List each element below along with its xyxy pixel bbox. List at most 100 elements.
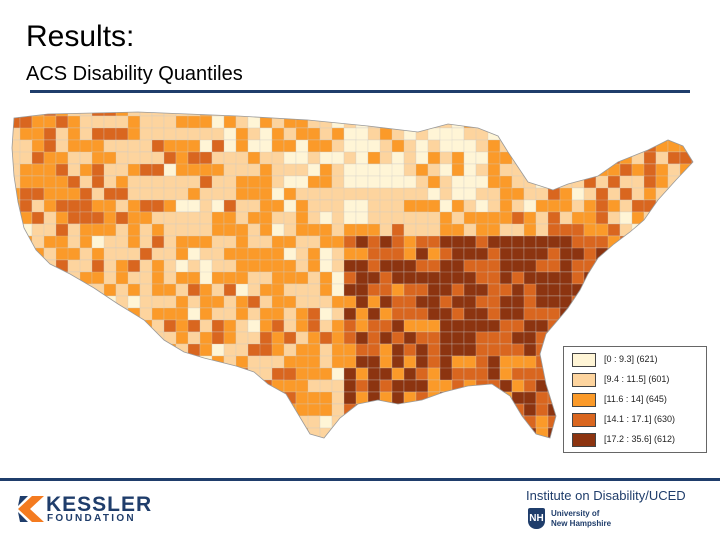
county-cell <box>19 199 33 213</box>
county-cell <box>175 271 189 285</box>
county-cell <box>619 199 633 213</box>
county-cell <box>583 331 597 345</box>
county-cell <box>79 151 93 165</box>
county-cell <box>403 271 417 285</box>
county-cell <box>583 115 597 129</box>
county-cell <box>271 415 285 438</box>
county-cell <box>319 163 333 177</box>
county-cell <box>487 112 501 129</box>
county-cell <box>560 452 572 466</box>
county-cell <box>631 175 645 189</box>
county-cell <box>571 112 585 117</box>
county-cell <box>475 112 489 117</box>
county-cell <box>115 115 129 129</box>
county-cell <box>44 464 56 466</box>
county-cell <box>103 319 117 333</box>
county-cell <box>415 139 429 153</box>
county-cell <box>43 319 69 345</box>
county-cell <box>12 343 21 357</box>
county-cell <box>559 283 573 297</box>
county-cell <box>355 187 369 201</box>
county-cell <box>79 319 105 333</box>
county-cell <box>451 367 465 381</box>
county-cell <box>235 127 249 141</box>
county-cell <box>8 464 20 466</box>
county-cell <box>331 379 345 393</box>
county-cell <box>12 307 21 333</box>
county-cell <box>139 391 153 405</box>
county-cell <box>319 235 333 249</box>
county-cell <box>704 164 708 176</box>
county-cell <box>103 427 117 438</box>
county-cell <box>127 163 141 177</box>
county-cell <box>163 271 177 285</box>
county-cell <box>115 247 129 261</box>
county-cell <box>103 235 117 249</box>
county-cell <box>19 331 33 345</box>
county-cell <box>451 379 465 405</box>
county-cell <box>199 379 213 393</box>
county-cell <box>523 175 537 189</box>
county-cell <box>31 319 45 333</box>
county-cell <box>487 403 513 417</box>
county-cell <box>427 403 441 417</box>
county-cell <box>343 223 357 237</box>
county-cell <box>655 139 669 153</box>
county-cell <box>691 259 693 273</box>
county-cell <box>163 391 177 405</box>
county-cell <box>391 343 405 357</box>
county-cell <box>475 271 489 285</box>
county-cell <box>391 112 405 117</box>
county-cell <box>595 295 609 321</box>
county-cell <box>379 307 393 321</box>
county-cell <box>367 367 381 381</box>
county-cell <box>511 283 525 297</box>
county-cell <box>55 211 69 225</box>
county-cell <box>199 403 225 417</box>
county-cell <box>583 307 597 321</box>
county-cell <box>655 112 681 117</box>
county-cell <box>643 151 657 165</box>
county-cell <box>12 271 21 285</box>
county-cell <box>211 427 225 438</box>
county-cell <box>151 151 165 165</box>
county-cell <box>139 427 165 438</box>
county-cell <box>19 415 33 429</box>
county-cell <box>199 151 213 165</box>
county-cell <box>583 319 609 333</box>
county-cell <box>187 199 201 213</box>
county-cell <box>511 187 525 201</box>
county-cell <box>31 151 45 165</box>
county-cell <box>439 163 453 177</box>
county-cell <box>391 223 405 237</box>
county-cell <box>19 391 33 405</box>
county-cell <box>464 464 476 466</box>
county-cell <box>152 440 164 452</box>
county-cell <box>356 452 368 466</box>
county-cell <box>19 307 45 321</box>
county-cell <box>332 464 344 466</box>
county-cell <box>103 283 117 297</box>
county-cell <box>595 259 621 273</box>
county-cell <box>680 464 692 466</box>
county-cell <box>199 355 213 369</box>
county-cell <box>32 440 56 452</box>
county-cell <box>115 175 129 189</box>
county-cell <box>523 403 537 417</box>
county-cell <box>19 427 33 438</box>
county-cell <box>571 127 597 141</box>
county-cell <box>31 247 45 261</box>
county-cell <box>391 199 405 213</box>
county-cell <box>103 391 117 405</box>
county-cell <box>31 403 45 429</box>
county-cell <box>584 452 596 464</box>
legend-swatch-0 <box>572 353 596 367</box>
county-cell <box>127 343 153 357</box>
county-cell <box>415 367 429 381</box>
county-cell <box>271 427 285 438</box>
county-cell <box>535 403 549 417</box>
county-cell <box>92 452 104 464</box>
county-cell <box>55 235 69 249</box>
county-cell <box>559 151 573 177</box>
county-cell <box>679 295 693 309</box>
